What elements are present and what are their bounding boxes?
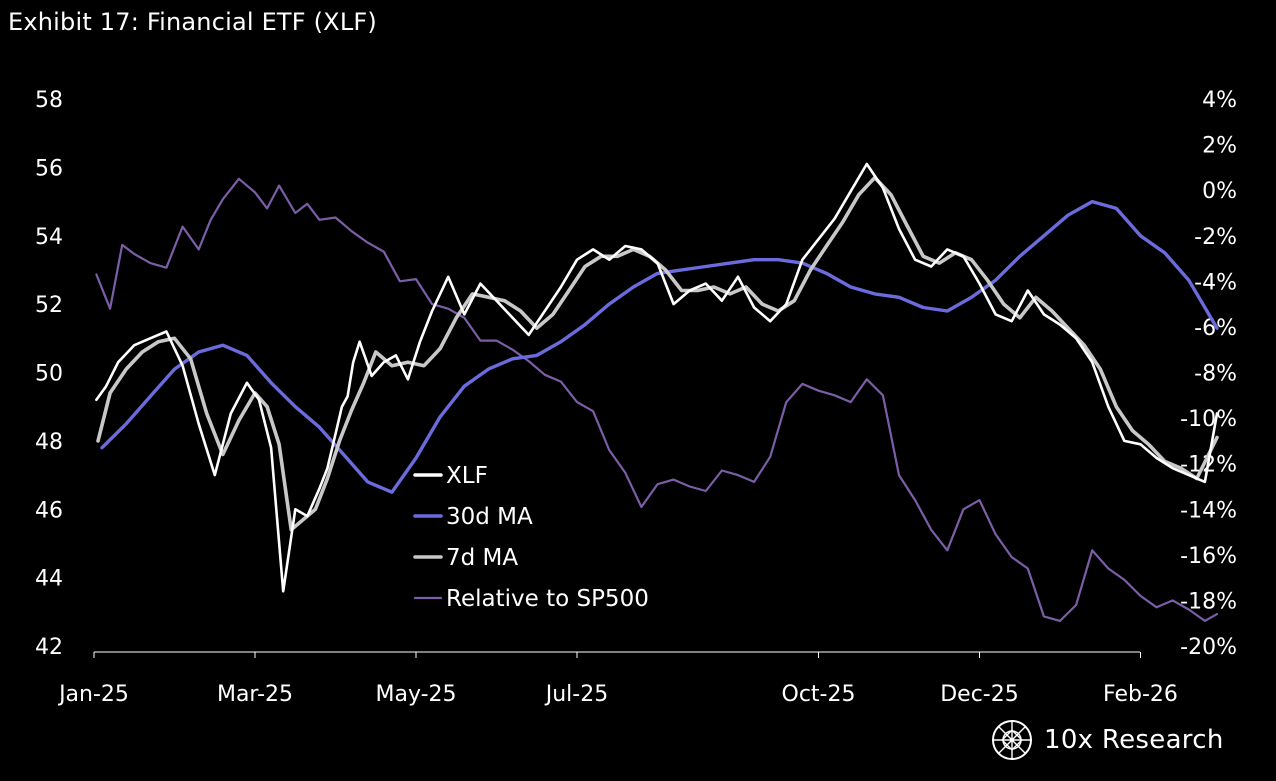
y-left-tick-label: 42 [35, 635, 63, 660]
series-xlf-line [95, 162, 1219, 593]
y-right-tick-label: -20% [1180, 635, 1237, 660]
y-left-tick-label: 56 [35, 156, 63, 181]
x-tick-label: Jan-25 [57, 682, 129, 707]
y-left-tick-label: 54 [35, 225, 63, 250]
y-left-tick-label: 44 [35, 567, 63, 592]
chart-title: Exhibit 17: Financial ETF (XLF) [8, 8, 377, 36]
y-right-tick-label: 2% [1202, 134, 1237, 159]
legend-label: 7d MA [446, 545, 518, 571]
x-tick-label: Dec-25 [940, 682, 1019, 707]
y-right-axis: -20%-18%-16%-14%-12%-10%-8%-6%-4%-2%0%2%… [1180, 88, 1237, 660]
y-right-tick-label: -8% [1194, 362, 1237, 387]
legend-label: Relative to SP500 [446, 586, 649, 612]
y-right-tick-label: -16% [1180, 544, 1237, 569]
x-tick-label: Jul-25 [544, 682, 608, 707]
legend: XLF 30d MA 7d MA Relative to SP500 [413, 463, 649, 612]
y-right-tick-label: -2% [1194, 225, 1237, 250]
y-left-tick-label: 58 [35, 88, 63, 113]
y-left-tick-label: 50 [35, 362, 63, 387]
legend-label: XLF [446, 463, 488, 489]
x-tick-label: Mar-25 [217, 682, 293, 707]
y-left-tick-label: 52 [35, 293, 63, 318]
brand-name: 10x Research [1044, 725, 1224, 755]
legend-label: 30d MA [446, 504, 533, 530]
x-tick-label: May-25 [375, 682, 456, 707]
y-right-tick-label: -4% [1194, 270, 1237, 295]
y-right-tick-label: -10% [1180, 407, 1237, 432]
series-7d-ma-line [96, 175, 1219, 532]
y-right-tick-label: -14% [1180, 498, 1237, 523]
y-left-tick-label: 46 [35, 498, 63, 523]
y-right-tick-label: 4% [1202, 88, 1237, 113]
series-relative-sp500-line [95, 177, 1219, 623]
y-right-tick-label: 0% [1202, 179, 1237, 204]
y-left-axis: 42 44 46 48 50 52 54 56 58 [35, 88, 63, 660]
x-axis: Jan-25 Mar-25 May-25 Jul-25 Oct-25 Dec-25 Feb-… [57, 651, 1178, 707]
x-tick-label: Oct-25 [782, 682, 856, 707]
y-left-tick-label: 48 [35, 430, 63, 455]
x-tick-label: Feb-26 [1103, 682, 1178, 707]
series-layer [95, 162, 1219, 623]
brand-logo: 10x Research [990, 718, 1224, 762]
globe-grid-icon [992, 720, 1032, 760]
series-30d-ma-line [100, 199, 1219, 494]
